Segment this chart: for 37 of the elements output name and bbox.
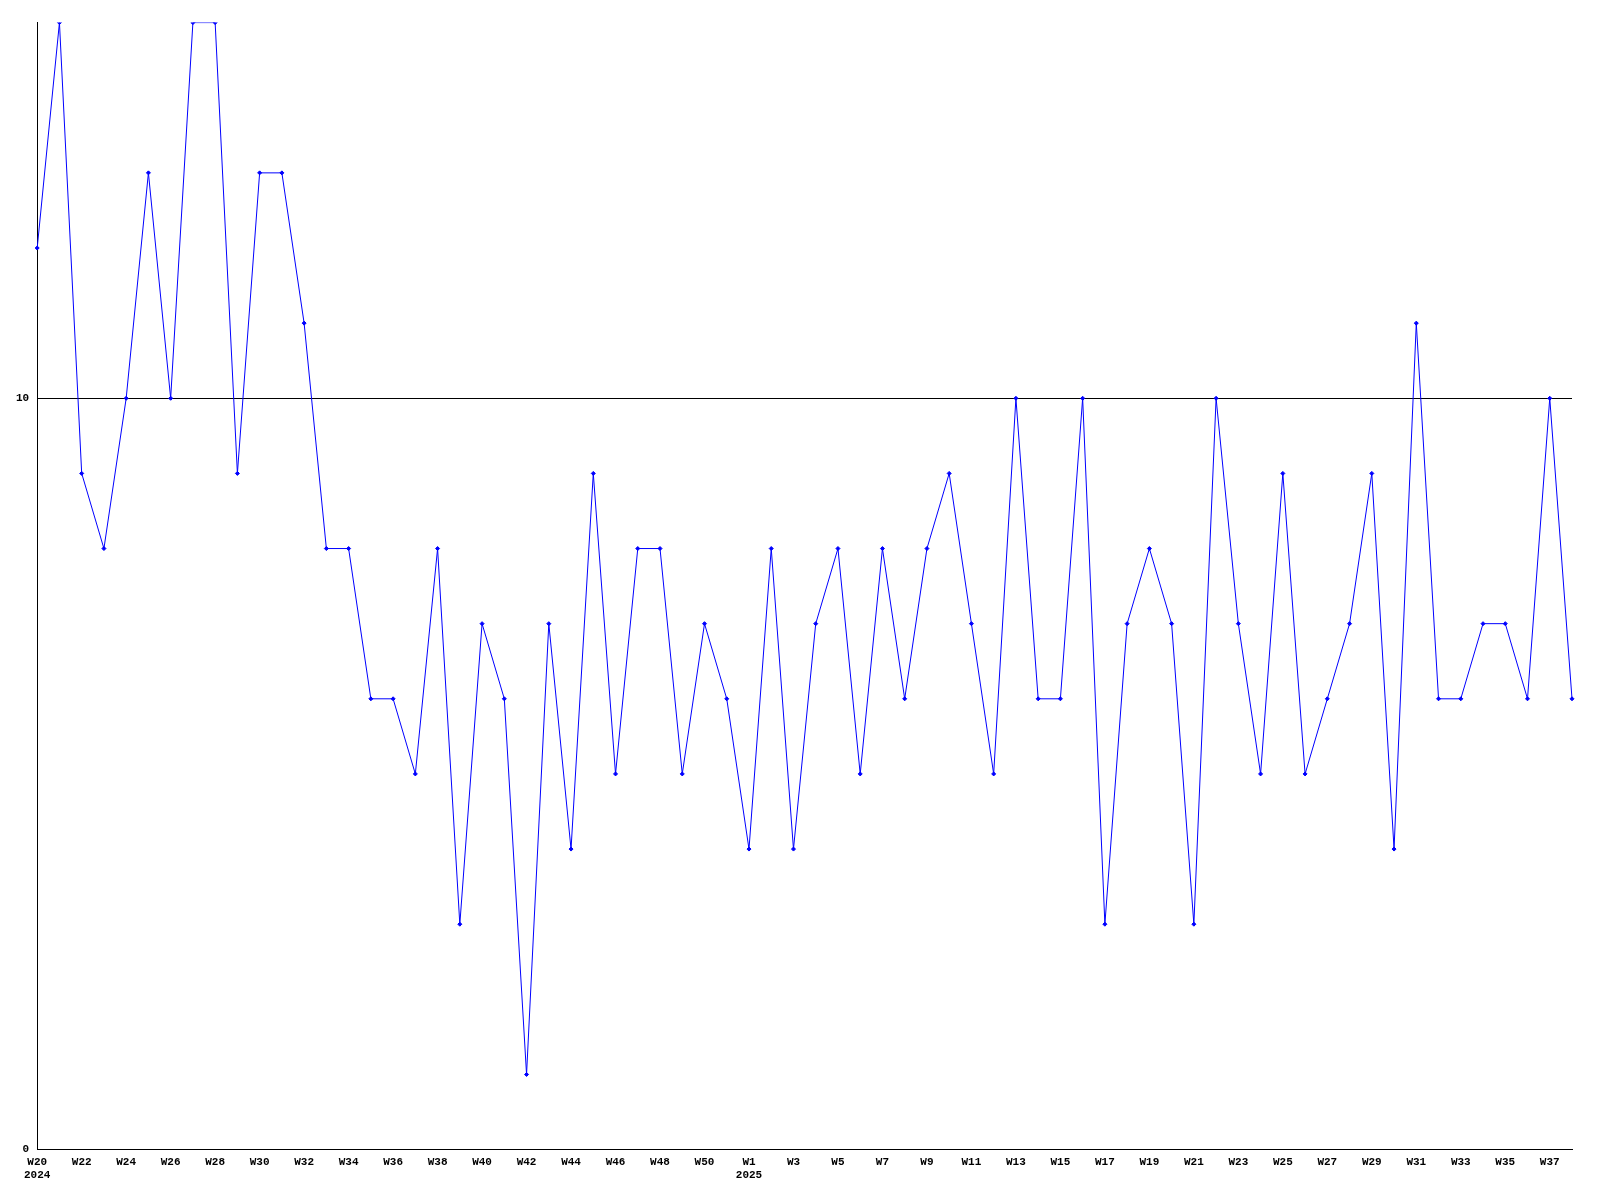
x-tick-label: W33 bbox=[1450, 1155, 1472, 1168]
x-tick-label: W30 bbox=[249, 1155, 270, 1168]
x-tick-label: W48 bbox=[650, 1155, 671, 1168]
x-tick-label: W20 2024 bbox=[24, 1155, 51, 1182]
x-tick-label: W40 bbox=[472, 1155, 492, 1168]
x-tick-label: W37 bbox=[1539, 1155, 1560, 1168]
x-tick-label: W9 bbox=[920, 1155, 934, 1168]
x-tick-label: W29 bbox=[1361, 1155, 1382, 1168]
x-tick-label: W7 bbox=[875, 1155, 890, 1168]
x-tick-label: W26 bbox=[160, 1155, 181, 1168]
x-tick-label: W50 bbox=[694, 1155, 715, 1168]
x-tick-label: W32 bbox=[294, 1155, 315, 1168]
x-tick-label: W28 bbox=[205, 1155, 226, 1168]
x-tick-label: W46 bbox=[605, 1155, 626, 1168]
y-tick-label: 0 bbox=[22, 1143, 30, 1156]
x-tick-label: W38 bbox=[427, 1155, 448, 1168]
x-tick-label: W19 bbox=[1139, 1155, 1160, 1168]
x-tick-label: W25 bbox=[1272, 1155, 1294, 1168]
y-tick-label: 10 bbox=[16, 392, 30, 405]
x-tick-label: W34 bbox=[338, 1155, 359, 1168]
x-tick-label: W24 bbox=[116, 1155, 137, 1168]
x-tick-label: W15 bbox=[1050, 1155, 1071, 1168]
x-tick-label: W31 bbox=[1406, 1155, 1427, 1168]
x-tick-label: W35 bbox=[1495, 1155, 1516, 1168]
x-tick-label: W3 bbox=[786, 1155, 801, 1168]
x-tick-label: W36 bbox=[383, 1155, 403, 1168]
x-tick-label: W22 bbox=[71, 1155, 92, 1168]
x-tick-label: W21 bbox=[1183, 1155, 1205, 1168]
x-tick-label: W42 bbox=[516, 1155, 537, 1168]
x-tick-label: W44 bbox=[561, 1155, 582, 1168]
x-tick-label: W17 bbox=[1094, 1155, 1115, 1168]
x-tick-label: W13 bbox=[1006, 1155, 1027, 1168]
x-tick-label: W23 bbox=[1228, 1155, 1249, 1168]
x-tick-label: W27 bbox=[1317, 1155, 1338, 1168]
x-tick-label: W5 bbox=[831, 1155, 845, 1168]
x-tick-label: W11 bbox=[961, 1155, 982, 1168]
x-tick-label: W1 2025 bbox=[735, 1155, 763, 1182]
